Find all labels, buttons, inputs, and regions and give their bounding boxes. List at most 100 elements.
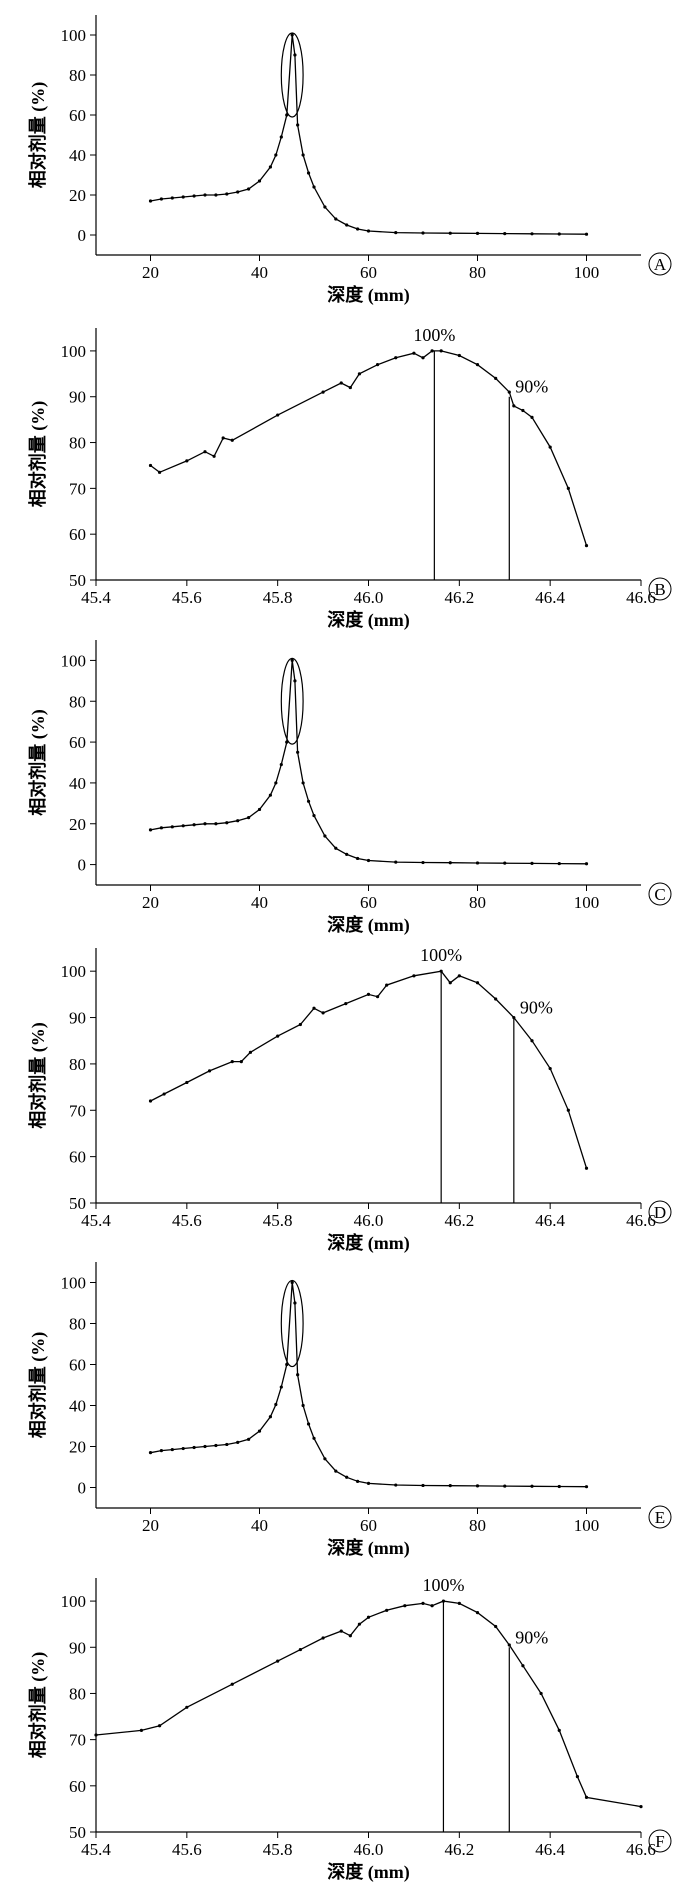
x-tick-label: 46.2 <box>444 1840 474 1859</box>
y-tick-label: 0 <box>78 226 87 245</box>
y-tick-label: 100 <box>61 26 87 45</box>
x-tick-label: 20 <box>142 263 159 282</box>
data-point <box>192 823 196 827</box>
panel-letter-circle <box>648 577 672 601</box>
data-point <box>530 1039 534 1043</box>
data-point <box>236 1440 240 1444</box>
data-point <box>301 781 305 785</box>
data-point <box>276 1659 280 1663</box>
data-point <box>157 470 162 474</box>
data-point <box>268 793 272 797</box>
data-point <box>512 404 516 408</box>
data-point <box>257 179 262 183</box>
y-tick-label: 60 <box>69 1148 86 1167</box>
marker-label-90: 90% <box>515 377 548 397</box>
x-tick-label: 80 <box>469 263 486 282</box>
data-point <box>148 463 153 468</box>
x-tick-label: 45.8 <box>263 1840 293 1859</box>
x-tick-label: 100 <box>574 893 600 912</box>
data-point <box>212 454 216 458</box>
data-point <box>225 1442 229 1447</box>
x-axis-title: 深度 (mm) <box>327 1232 409 1254</box>
x-tick-label: 80 <box>469 1516 486 1535</box>
data-point <box>230 1682 234 1686</box>
x-tick-label: 46.0 <box>354 1840 384 1859</box>
series-line <box>150 34 587 235</box>
chart-panel-a: 20 40 60 80 100 0 20 40 60 80 100 深度 (mm) 相对剂量 (%) A <box>27 15 672 306</box>
data-point <box>301 153 305 157</box>
panel-letter: A <box>654 255 667 274</box>
panel-letter-circle <box>648 1505 672 1529</box>
x-axis-title: 深度 (mm) <box>327 609 409 631</box>
marker-label-90: 90% <box>515 1627 548 1647</box>
data-point <box>181 1446 185 1451</box>
data-point <box>298 1022 302 1027</box>
y-tick-label: 0 <box>78 856 87 875</box>
data-point <box>584 544 589 548</box>
y-tick-label: 20 <box>69 1438 86 1457</box>
y-tick-label: 50 <box>69 1823 86 1842</box>
data-point <box>507 390 511 394</box>
y-tick-label: 60 <box>69 1777 86 1796</box>
y-tick-label: 80 <box>69 1055 86 1074</box>
data-point <box>494 1624 498 1629</box>
data-point <box>548 445 552 449</box>
data-point <box>575 1774 580 1779</box>
data-point <box>475 861 480 865</box>
x-tick-label: 20 <box>142 893 159 912</box>
data-point <box>421 231 425 235</box>
marker-label-90: 90% <box>520 998 553 1018</box>
data-point <box>157 1724 162 1728</box>
data-point <box>225 821 229 825</box>
data-point <box>221 436 225 440</box>
data-point <box>539 1691 543 1696</box>
data-point <box>274 781 278 785</box>
y-tick-label: 100 <box>61 1592 87 1611</box>
data-point <box>503 232 507 236</box>
data-point <box>530 415 534 419</box>
data-point <box>521 1664 525 1668</box>
data-point <box>274 1402 278 1407</box>
data-point <box>312 813 316 818</box>
data-point <box>357 372 362 376</box>
data-point <box>366 229 371 233</box>
data-point <box>448 981 452 985</box>
data-point <box>584 1795 589 1799</box>
series-line <box>150 350 588 546</box>
x-tick-label: 45.6 <box>172 588 202 607</box>
data-point <box>203 450 207 454</box>
data-point <box>192 1445 196 1450</box>
data-point <box>503 1484 507 1488</box>
data-point <box>323 205 327 209</box>
y-tick-label: 80 <box>69 1315 86 1334</box>
x-tick-label: 46.0 <box>354 588 384 607</box>
data-point <box>170 1447 174 1452</box>
data-point <box>557 1484 561 1489</box>
y-axis-title: 相对剂量 (%) <box>27 1332 49 1439</box>
data-point <box>584 1485 589 1489</box>
data-point <box>457 1601 461 1605</box>
x-axis-title: 深度 (mm) <box>327 284 409 306</box>
y-tick-label: 80 <box>69 692 86 711</box>
data-point <box>321 1636 325 1640</box>
data-point <box>203 822 207 826</box>
data-point <box>306 1422 311 1426</box>
x-tick-label: 46.2 <box>444 1211 474 1230</box>
data-point <box>584 232 589 236</box>
x-tick-label: 46.0 <box>354 1211 384 1230</box>
data-point <box>248 1050 253 1054</box>
data-point <box>274 153 278 157</box>
data-point <box>301 1403 305 1408</box>
data-point <box>192 194 196 198</box>
peak-ellipse <box>280 657 304 745</box>
data-point <box>139 1728 144 1732</box>
data-point <box>279 762 283 767</box>
data-point <box>475 1484 480 1488</box>
data-point <box>375 363 380 367</box>
x-tick-label: 100 <box>574 1516 600 1535</box>
panel-letter-circle <box>648 882 672 906</box>
data-point <box>279 1385 283 1389</box>
data-point <box>296 750 300 754</box>
data-point <box>457 974 461 978</box>
y-tick-label: 80 <box>69 1684 86 1703</box>
